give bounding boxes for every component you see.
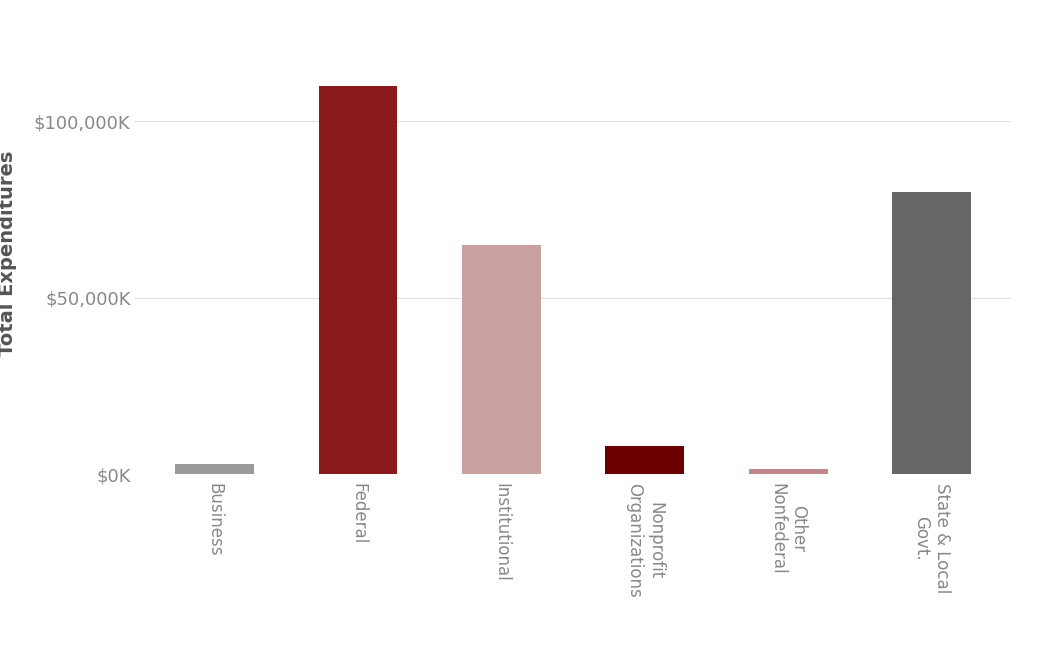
Bar (749, 469, 827, 474)
Y-axis label: Total Expenditures: Total Expenditures (0, 151, 18, 357)
Bar (462, 245, 541, 474)
Bar (319, 86, 397, 474)
Bar (605, 446, 685, 474)
Bar (175, 464, 254, 474)
Bar (892, 192, 971, 474)
